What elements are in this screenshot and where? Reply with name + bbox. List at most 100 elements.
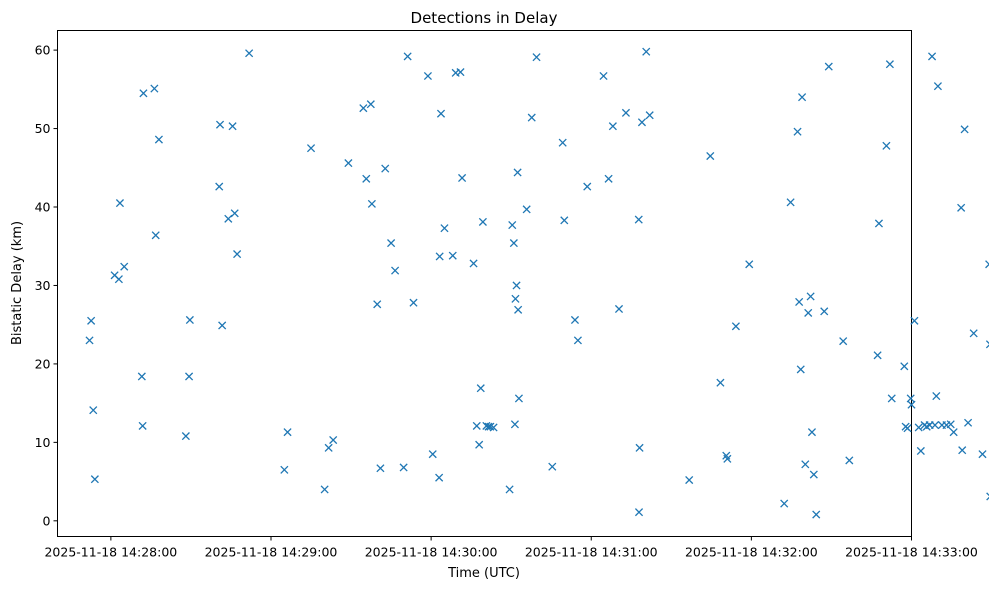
data-point xyxy=(978,450,987,459)
data-point xyxy=(809,470,818,479)
x-tick-label: 2025-11-18 14:33:00 xyxy=(845,545,978,560)
data-point xyxy=(874,219,884,228)
data-point xyxy=(532,53,541,62)
data-point xyxy=(245,49,254,58)
data-point xyxy=(583,182,592,191)
data-point xyxy=(824,62,833,71)
data-point xyxy=(440,224,449,233)
data-point xyxy=(85,336,94,345)
data-point xyxy=(280,465,289,474)
data-point xyxy=(512,281,521,290)
data-point xyxy=(215,182,224,191)
data-point xyxy=(949,428,958,437)
data-point xyxy=(509,239,518,248)
data-point xyxy=(882,141,891,150)
data-point xyxy=(366,100,375,109)
data-point xyxy=(801,460,810,469)
data-point xyxy=(489,423,498,432)
x-tick-label: 2025-11-18 14:31:00 xyxy=(525,545,658,560)
data-point xyxy=(469,259,478,268)
data-point xyxy=(634,215,643,224)
data-point xyxy=(150,84,159,93)
data-point xyxy=(900,362,909,371)
y-axis: 0 10 20 30 40 50 60 xyxy=(35,43,58,528)
data-point xyxy=(745,260,754,269)
data-point xyxy=(642,47,651,56)
data-point xyxy=(957,203,966,212)
data-point xyxy=(511,294,520,303)
y-tick-label: 40 xyxy=(35,200,51,215)
data-point xyxy=(570,315,580,325)
data-point xyxy=(608,122,617,131)
data-point xyxy=(185,315,194,325)
data-point xyxy=(87,316,96,325)
data-point xyxy=(969,329,978,338)
data-point xyxy=(635,443,644,452)
data-point xyxy=(387,239,396,248)
data-point xyxy=(320,485,329,494)
data-point xyxy=(115,199,125,208)
data-point xyxy=(435,252,444,261)
data-point xyxy=(381,164,390,173)
data-point xyxy=(435,473,444,482)
data-point xyxy=(964,418,973,427)
data-point xyxy=(478,217,487,226)
data-point xyxy=(513,168,522,177)
data-point xyxy=(114,275,123,284)
data-point xyxy=(637,118,647,127)
data-point xyxy=(436,109,446,118)
data-point xyxy=(796,365,805,374)
data-point xyxy=(604,174,613,183)
data-point xyxy=(706,151,715,161)
y-tick-label: 30 xyxy=(35,278,51,293)
data-point xyxy=(362,174,371,183)
data-point xyxy=(448,251,457,260)
data-point xyxy=(933,82,942,91)
data-point xyxy=(927,52,937,61)
data-point xyxy=(514,305,523,314)
data-point xyxy=(560,216,569,225)
data-point xyxy=(230,209,239,218)
data-point xyxy=(505,485,514,494)
y-tick-label: 60 xyxy=(35,43,51,58)
data-point xyxy=(985,340,989,349)
data-point xyxy=(731,322,740,331)
data-point xyxy=(716,378,725,387)
data-point xyxy=(218,321,227,330)
x-tick-label: 2025-11-18 14:32:00 xyxy=(685,545,818,560)
data-point xyxy=(510,420,519,429)
data-point xyxy=(359,104,368,113)
data-point xyxy=(645,111,654,120)
data-point xyxy=(508,220,517,230)
data-point xyxy=(786,198,795,207)
data-point xyxy=(373,300,382,309)
data-point xyxy=(376,464,385,473)
data-point xyxy=(845,456,854,465)
data-point xyxy=(634,508,644,517)
data-point xyxy=(215,120,225,129)
data-point xyxy=(804,308,813,317)
data-point xyxy=(873,351,882,360)
data-point xyxy=(907,400,916,409)
data-point xyxy=(458,173,467,183)
data-point xyxy=(723,454,732,463)
data-point xyxy=(795,297,804,306)
data-point xyxy=(573,336,582,345)
x-tick-label: 2025-11-18 14:28:00 xyxy=(44,545,177,560)
data-point xyxy=(932,392,941,401)
data-point xyxy=(910,316,919,325)
data-point xyxy=(185,372,194,381)
data-point xyxy=(839,337,848,346)
data-point xyxy=(820,307,829,316)
x-tick-label: 2025-11-18 14:29:00 xyxy=(205,545,338,560)
data-point xyxy=(399,463,408,472)
data-point xyxy=(812,510,821,519)
data-point xyxy=(885,60,894,69)
data-point xyxy=(780,499,789,508)
data-point xyxy=(599,71,608,81)
chart-title: Detections in Delay xyxy=(411,9,558,27)
data-point xyxy=(391,266,400,275)
data-point xyxy=(151,231,160,240)
y-tick-label: 0 xyxy=(43,513,51,528)
